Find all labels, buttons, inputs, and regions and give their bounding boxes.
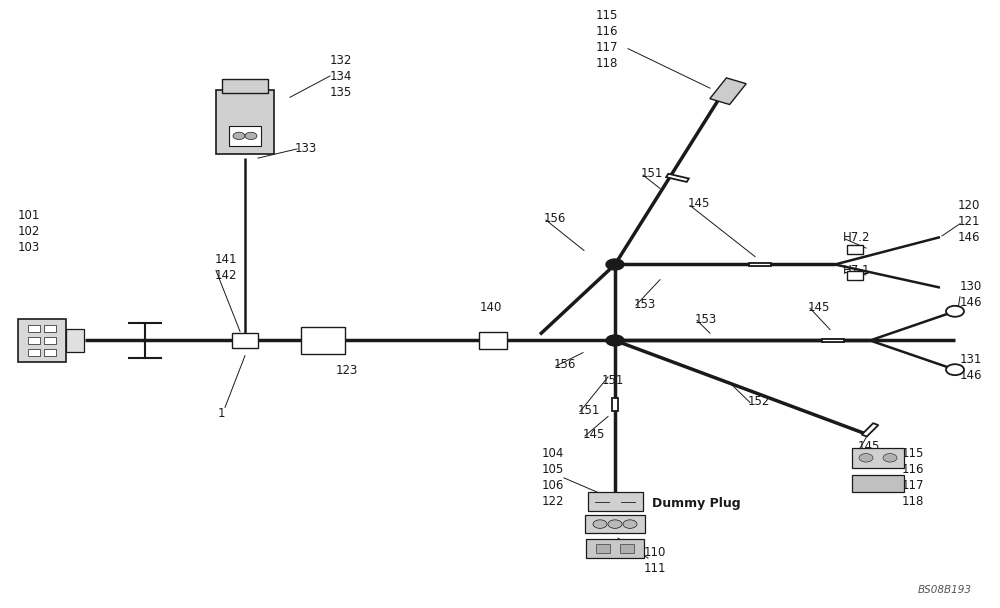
Bar xyxy=(586,539,644,558)
Text: 101
102
103: 101 102 103 xyxy=(18,209,40,254)
Bar xyxy=(585,515,645,533)
Text: 145: 145 xyxy=(858,440,880,454)
Bar xyxy=(44,325,56,332)
Text: 130
146: 130 146 xyxy=(960,280,982,309)
Text: 1: 1 xyxy=(218,407,226,420)
Circle shape xyxy=(883,454,897,462)
Bar xyxy=(301,327,345,354)
Bar xyxy=(852,448,904,468)
Bar xyxy=(620,544,634,553)
Text: 104
105
106
122: 104 105 106 122 xyxy=(542,447,564,508)
Text: 145: 145 xyxy=(688,197,710,210)
Bar xyxy=(66,329,84,352)
Bar xyxy=(222,80,268,93)
Text: 140: 140 xyxy=(480,300,502,314)
Bar xyxy=(28,325,40,332)
Bar xyxy=(44,349,56,356)
Bar xyxy=(749,263,771,266)
Text: 131
146: 131 146 xyxy=(960,353,982,382)
Bar xyxy=(479,332,507,349)
Bar xyxy=(229,125,261,146)
Bar xyxy=(28,337,40,344)
Bar xyxy=(666,174,689,182)
Text: 123: 123 xyxy=(336,364,358,378)
Circle shape xyxy=(608,520,622,528)
Text: 132
134
135: 132 134 135 xyxy=(330,54,352,98)
Bar xyxy=(852,475,904,492)
Circle shape xyxy=(245,132,257,140)
Text: H7.2: H7.2 xyxy=(843,230,870,244)
Text: 145: 145 xyxy=(583,428,605,441)
Text: 151: 151 xyxy=(641,167,663,180)
Text: 152: 152 xyxy=(748,395,770,408)
Text: 110
111: 110 111 xyxy=(644,546,666,575)
Bar xyxy=(710,78,746,105)
Bar xyxy=(596,544,610,553)
Bar xyxy=(847,271,863,280)
Text: 153: 153 xyxy=(695,313,717,326)
Circle shape xyxy=(859,454,873,462)
Text: 153: 153 xyxy=(634,297,656,311)
Text: 156: 156 xyxy=(544,212,566,226)
Text: 151: 151 xyxy=(578,404,600,417)
Bar xyxy=(18,319,66,362)
Circle shape xyxy=(946,364,964,375)
Text: 145: 145 xyxy=(808,300,830,314)
Text: 156: 156 xyxy=(554,358,576,371)
Bar xyxy=(612,398,618,411)
Bar xyxy=(28,349,40,356)
Circle shape xyxy=(593,520,607,528)
Text: 141
142: 141 142 xyxy=(215,253,238,282)
Text: 120
121
146: 120 121 146 xyxy=(958,199,980,244)
Circle shape xyxy=(606,259,624,270)
Bar xyxy=(822,339,844,342)
Text: BS08B193: BS08B193 xyxy=(918,585,972,595)
Circle shape xyxy=(606,335,624,346)
Text: 151: 151 xyxy=(602,373,624,387)
Text: 133: 133 xyxy=(295,142,317,156)
Circle shape xyxy=(623,520,637,528)
Text: Dummy Plug: Dummy Plug xyxy=(652,497,741,510)
Bar xyxy=(232,333,258,348)
Bar xyxy=(44,337,56,344)
Bar xyxy=(216,89,274,154)
Text: H7.1: H7.1 xyxy=(843,264,870,277)
Circle shape xyxy=(233,132,245,140)
Bar xyxy=(847,245,863,254)
Text: 115
116
117
118: 115 116 117 118 xyxy=(902,447,924,508)
Circle shape xyxy=(946,306,964,317)
Bar xyxy=(588,492,642,511)
Bar xyxy=(862,423,878,437)
Text: 115
116
117
118: 115 116 117 118 xyxy=(596,9,618,70)
